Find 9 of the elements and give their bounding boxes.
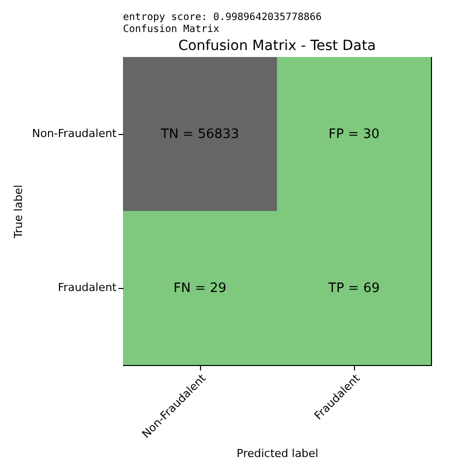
x-axis-title: Predicted label <box>236 447 318 460</box>
data-label: TN = 56833 <box>160 127 240 142</box>
data-label: TP = 69 <box>327 281 380 296</box>
data-label: FN = 29 <box>174 281 226 296</box>
text: Confusion Matrix <box>123 24 220 35</box>
text: entropy score: 0.9989642035778866 <box>123 12 322 23</box>
y-axis-title: True label <box>12 184 26 240</box>
data-label: FP = 30 <box>328 127 380 142</box>
chart-title: Confusion Matrix - Test Data <box>178 38 376 54</box>
